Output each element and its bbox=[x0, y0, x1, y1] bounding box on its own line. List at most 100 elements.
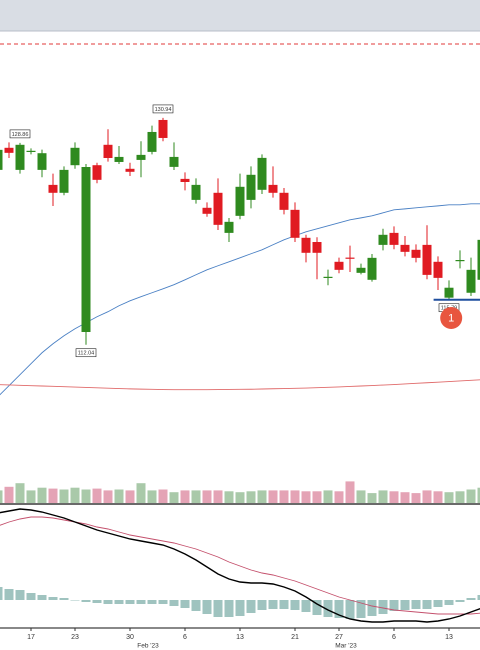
histogram-bar bbox=[312, 600, 322, 615]
volume-bar bbox=[356, 490, 366, 503]
volume-bar bbox=[345, 481, 355, 503]
candle-body bbox=[367, 257, 377, 280]
histogram-bar bbox=[81, 600, 91, 602]
candle-body bbox=[4, 147, 14, 153]
volume-bar bbox=[4, 486, 14, 503]
histogram-bar bbox=[48, 597, 58, 600]
volume-bar bbox=[477, 487, 480, 503]
candle-body bbox=[290, 209, 300, 238]
histogram-bar bbox=[356, 600, 366, 618]
volume-bar bbox=[37, 487, 47, 503]
candle-body bbox=[444, 287, 454, 298]
candle-body bbox=[169, 156, 179, 167]
signal-line bbox=[0, 516, 480, 615]
histogram-bar bbox=[433, 600, 443, 607]
candle-body bbox=[378, 234, 388, 245]
x-tick-label: 21 bbox=[291, 634, 299, 641]
histogram-bar bbox=[0, 587, 3, 600]
histogram-bar bbox=[37, 595, 47, 600]
candle-body bbox=[235, 186, 245, 216]
moving-average bbox=[0, 379, 480, 391]
volume-bar bbox=[224, 491, 234, 503]
candle-body bbox=[279, 192, 289, 210]
x-tick-label: 17 bbox=[27, 634, 35, 641]
histogram-bar bbox=[268, 600, 278, 609]
histogram-bar bbox=[59, 598, 69, 600]
month-label: Feb '23 bbox=[137, 643, 159, 650]
volume-bar bbox=[0, 490, 3, 503]
histogram-bar bbox=[158, 600, 168, 604]
candle-body bbox=[59, 169, 69, 193]
candle-body bbox=[422, 244, 432, 275]
x-tick-label: 6 bbox=[392, 634, 396, 641]
candle-body bbox=[147, 131, 157, 152]
candle-body bbox=[246, 174, 256, 200]
volume-bar bbox=[411, 493, 421, 503]
candle-body bbox=[345, 257, 355, 259]
histogram-bar bbox=[169, 600, 179, 606]
volume-bar bbox=[202, 490, 212, 503]
x-tick-label: 30 bbox=[126, 634, 134, 641]
month-label: Mar '23 bbox=[335, 643, 357, 650]
x-tick-label: 27 bbox=[335, 634, 343, 641]
volume-bar bbox=[147, 490, 157, 503]
candle-body bbox=[312, 242, 322, 253]
histogram-bar bbox=[26, 593, 36, 600]
histogram-bar bbox=[279, 600, 289, 609]
volume-bar bbox=[466, 489, 476, 503]
volume-bar bbox=[422, 490, 432, 503]
x-tick-label: 6 bbox=[183, 634, 187, 641]
price-label-box bbox=[152, 104, 174, 114]
candle-body bbox=[103, 144, 113, 158]
candle-body bbox=[158, 119, 168, 138]
histogram-bar bbox=[180, 600, 190, 608]
histogram-bar bbox=[389, 600, 399, 611]
volume-bar bbox=[213, 490, 223, 503]
histogram-bar bbox=[191, 600, 201, 611]
toolbar bbox=[0, 0, 480, 31]
volume-bar bbox=[15, 483, 25, 503]
volume-bar bbox=[389, 491, 399, 503]
histogram-bar bbox=[444, 600, 454, 605]
histogram-bar bbox=[4, 589, 14, 600]
histogram-bar bbox=[466, 598, 476, 600]
histogram-bar bbox=[136, 600, 146, 604]
histogram-bar bbox=[257, 600, 267, 610]
price-label: 128.86 bbox=[12, 132, 29, 138]
candle-body bbox=[15, 144, 25, 170]
candle-body bbox=[92, 165, 102, 180]
candle-body bbox=[411, 249, 421, 258]
candle-body bbox=[433, 261, 443, 278]
volume-bar bbox=[70, 487, 80, 503]
candle-body bbox=[356, 267, 366, 273]
volume-bar bbox=[367, 493, 377, 503]
histogram-bar bbox=[246, 600, 256, 613]
price-label-box bbox=[9, 129, 31, 139]
histogram-bar bbox=[147, 600, 157, 604]
x-tick-label: 13 bbox=[445, 634, 453, 641]
price-label-box bbox=[75, 348, 97, 358]
candle-body bbox=[114, 156, 124, 162]
candle-body bbox=[125, 168, 135, 172]
histogram-bar bbox=[202, 600, 212, 614]
candle-body bbox=[48, 184, 58, 193]
histogram-bar bbox=[224, 600, 234, 617]
histogram-bar bbox=[323, 600, 333, 617]
event-marker-label: 1 bbox=[448, 312, 454, 324]
histogram-bar bbox=[345, 600, 355, 619]
macd-line bbox=[0, 508, 480, 623]
histogram-bar bbox=[334, 600, 344, 618]
volume-bar bbox=[301, 491, 311, 503]
event-marker bbox=[440, 307, 463, 329]
volume-bar bbox=[59, 489, 69, 503]
volume-bar bbox=[48, 488, 58, 503]
x-tick-label: 13 bbox=[236, 634, 244, 641]
candle-body bbox=[213, 192, 223, 225]
histogram-bar bbox=[235, 600, 245, 616]
histogram-bar bbox=[114, 600, 124, 604]
volume-bar bbox=[312, 491, 322, 503]
histogram-bar bbox=[103, 600, 113, 604]
candle-body bbox=[400, 244, 410, 252]
volume-bar bbox=[158, 489, 168, 503]
